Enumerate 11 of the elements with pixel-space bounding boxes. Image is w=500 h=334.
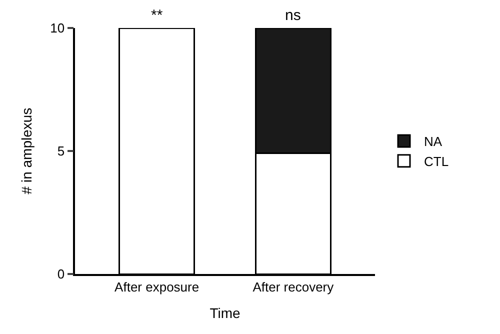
y-tick-label: 5 — [57, 144, 65, 159]
x-tick-label: After recovery — [252, 279, 334, 294]
y-tick-label: 0 — [57, 266, 65, 282]
annotation: ns — [285, 7, 301, 24]
y-axis-title: # in amplexus — [18, 108, 34, 194]
x-axis-title: Time — [210, 305, 241, 322]
annotation: ** — [151, 7, 163, 24]
legend-label: NA — [424, 134, 442, 150]
y-tick-label: 10 — [50, 20, 65, 36]
legend-label: CTL — [424, 154, 449, 169]
x-tick-label: After exposure — [114, 279, 200, 294]
